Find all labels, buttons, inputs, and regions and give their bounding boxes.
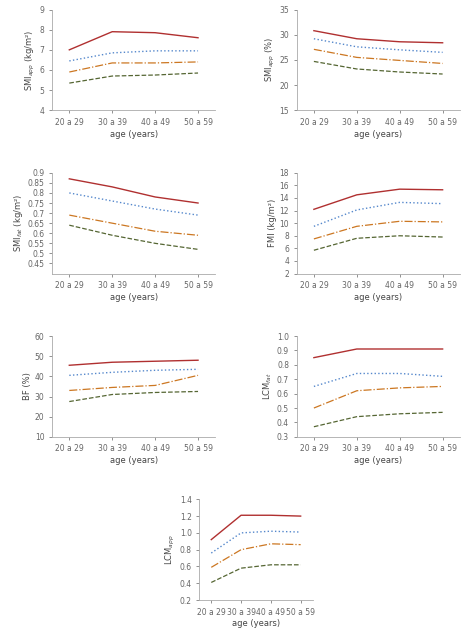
X-axis label: age (years): age (years) — [354, 456, 402, 465]
X-axis label: age (years): age (years) — [109, 130, 158, 138]
Y-axis label: SMI$_{app}$ (%): SMI$_{app}$ (%) — [264, 37, 276, 83]
Y-axis label: FMI (kg/m²): FMI (kg/m²) — [268, 199, 277, 247]
X-axis label: age (years): age (years) — [109, 456, 158, 465]
Y-axis label: LCM$_{app}$: LCM$_{app}$ — [164, 535, 177, 565]
Y-axis label: LCM$_{fat}$: LCM$_{fat}$ — [262, 373, 274, 401]
X-axis label: age (years): age (years) — [354, 293, 402, 302]
Y-axis label: SMI$_{app}$ (kg/m²): SMI$_{app}$ (kg/m²) — [24, 29, 37, 91]
X-axis label: age (years): age (years) — [232, 620, 280, 629]
Y-axis label: SMI$_{fat}$ (kg/m²): SMI$_{fat}$ (kg/m²) — [12, 194, 25, 252]
X-axis label: age (years): age (years) — [109, 293, 158, 302]
X-axis label: age (years): age (years) — [354, 130, 402, 138]
Y-axis label: BF (%): BF (%) — [23, 373, 32, 400]
